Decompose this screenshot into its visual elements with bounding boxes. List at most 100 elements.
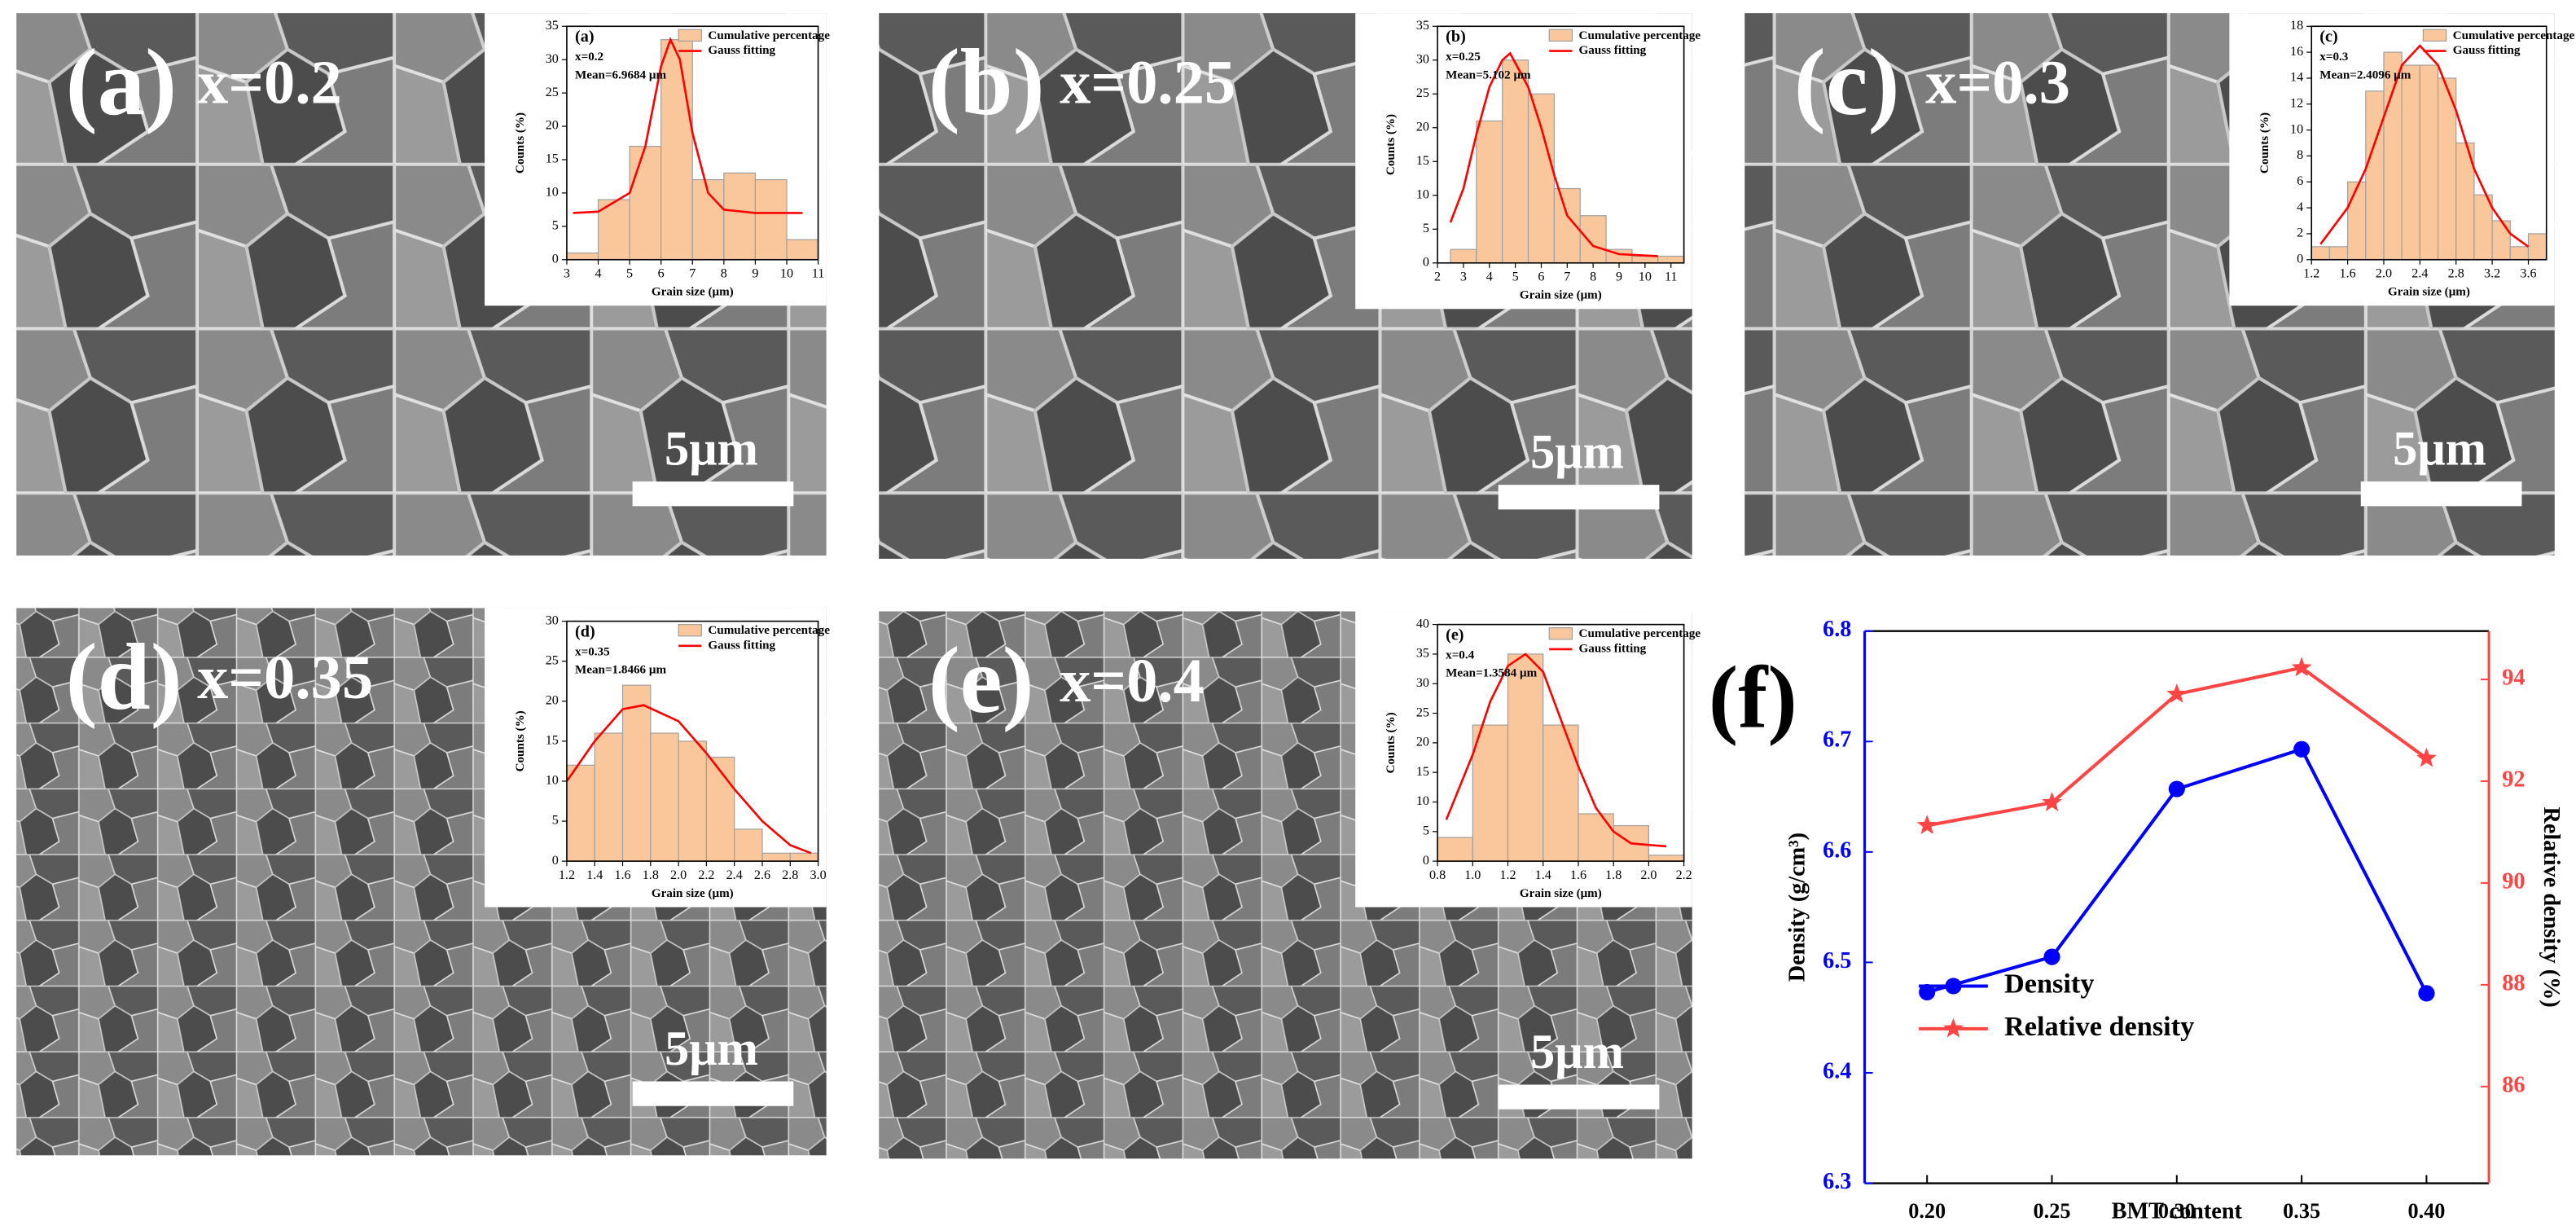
y-tick-label: 35 xyxy=(1416,647,1429,661)
bar xyxy=(2365,90,2385,261)
composition-label: x=0.3 xyxy=(1925,48,2070,117)
y-tick-label: 10 xyxy=(1416,794,1429,808)
composition-label: x=0.35 xyxy=(197,643,373,712)
mean-annotation: Mean=1.8466 μm xyxy=(575,664,666,677)
fit-line xyxy=(1445,653,1667,848)
y-axis-label: Counts (%) xyxy=(2258,112,2271,174)
y-tick-label: 2 xyxy=(2297,226,2303,240)
x-tick-label: 8 xyxy=(1590,270,1596,284)
x-axis-label: Grain size (μm) xyxy=(2388,286,2470,299)
bar xyxy=(1648,855,1685,862)
bar xyxy=(1502,59,1529,264)
axes-frame xyxy=(1437,25,1685,264)
mean-annotation: Mean=1.3584 μm xyxy=(1446,667,1537,680)
y-tick-label: 6.8 xyxy=(1823,617,1851,642)
x-axis-label: Grain size (μm) xyxy=(1520,289,1602,302)
bar xyxy=(1579,215,1607,264)
bar xyxy=(1543,724,1579,862)
inset-title: (c) xyxy=(2319,28,2337,46)
inset-title: (d) xyxy=(575,622,595,640)
x-tick-label: 1.8 xyxy=(1605,868,1622,882)
x-tick-label: 1.6 xyxy=(614,868,630,882)
legend-label: Cumulative percentage xyxy=(708,624,830,637)
scale-bar-label: 5μm xyxy=(1530,1025,1624,1079)
bar xyxy=(789,852,819,862)
legend-label: Cumulative percentage xyxy=(1579,627,1701,640)
x-tick-label: 3.2 xyxy=(2484,267,2500,281)
x-tick-label: 1.2 xyxy=(1499,868,1516,882)
bar xyxy=(2401,64,2420,261)
y-axis-label: Density (g/cm³) xyxy=(1784,833,1810,982)
y-tick-label: 6.7 xyxy=(1823,727,1851,753)
y-tick-label: 6.3 xyxy=(1823,1169,1851,1194)
bar xyxy=(786,239,819,261)
panel-label: (d) xyxy=(66,625,182,730)
x-tick-label: 11 xyxy=(812,267,825,281)
composition-label: x=0.2 xyxy=(197,48,342,117)
x-tick-label: 2.8 xyxy=(782,868,798,882)
inset-title: (b) xyxy=(1446,28,1466,46)
fit-line xyxy=(565,704,812,855)
legend-label: Cumulative percentage xyxy=(708,29,830,42)
x-tick-label: 2.4 xyxy=(726,868,743,882)
bar xyxy=(723,172,757,261)
x-tick-label: 1.2 xyxy=(559,868,575,882)
x-axis-label: Grain size (μm) xyxy=(1520,887,1602,900)
y-axis-label: Counts (%) xyxy=(514,710,527,771)
legend-label: Cumulative percentage xyxy=(2453,29,2575,42)
y-tick-label: 12 xyxy=(2290,96,2303,110)
x-tick-label: 3 xyxy=(564,267,570,281)
bar xyxy=(629,146,662,261)
bar xyxy=(678,740,708,862)
y-tick-label: 15 xyxy=(1416,765,1429,779)
y-tick-label: 6.4 xyxy=(1823,1058,1851,1083)
y2-axis-label: Relative density (%) xyxy=(2539,806,2564,1007)
bar xyxy=(621,684,652,862)
x-tick-label: 5 xyxy=(1512,270,1519,284)
panel-label: (f) xyxy=(1709,648,1797,746)
x-tick-label: 5 xyxy=(626,267,633,281)
legend-label: Gauss fitting xyxy=(1579,44,1647,57)
y-tick-label: 35 xyxy=(546,19,559,33)
y-tick-label: 25 xyxy=(546,653,559,667)
y-tick-label: 10 xyxy=(546,774,559,788)
fit-line xyxy=(1449,51,1658,257)
legend-swatch xyxy=(678,29,702,42)
y-tick-label: 6 xyxy=(2297,174,2303,188)
y-tick-label: 10 xyxy=(546,186,559,200)
bar xyxy=(2383,51,2403,261)
bar xyxy=(2509,246,2530,261)
bar xyxy=(734,828,763,862)
inset-title: (a) xyxy=(575,28,595,46)
y-tick-label: 25 xyxy=(1416,705,1429,719)
legend-label: Gauss fitting xyxy=(708,44,775,57)
mean-annotation: Mean=5.102 μm xyxy=(1446,68,1531,81)
y-tick-label: 6.5 xyxy=(1823,948,1851,973)
y2-tick-label: 90 xyxy=(2502,868,2525,894)
bar xyxy=(2328,246,2349,261)
bar xyxy=(594,732,624,862)
marker xyxy=(1919,983,1936,1001)
bar xyxy=(566,764,595,862)
x-tick-label: 1.6 xyxy=(2340,267,2356,281)
x-tick-label: 10 xyxy=(780,267,793,281)
y-tick-label: 30 xyxy=(546,52,559,66)
scale-bar xyxy=(632,1081,794,1106)
x-tick-label: 9 xyxy=(1616,270,1622,284)
y-tick-label: 0 xyxy=(2297,252,2303,266)
y-tick-label: 5 xyxy=(1423,222,1429,235)
y-axis-label: Counts (%) xyxy=(1385,712,1398,773)
x-tick-label: 4 xyxy=(595,267,601,281)
legend-swatch xyxy=(1548,29,1573,42)
y-tick-label: 6.6 xyxy=(1823,837,1851,863)
marker xyxy=(2291,657,2312,677)
composition-label: x=0.25 xyxy=(1060,48,1235,117)
y-tick-label: 15 xyxy=(1416,154,1429,168)
y-tick-label: 20 xyxy=(546,693,559,707)
inset-subtitle: x=0.3 xyxy=(2319,51,2348,64)
marker xyxy=(1916,815,1937,834)
scale-bar-label: 5μm xyxy=(2393,422,2486,477)
y-tick-label: 5 xyxy=(1423,824,1429,838)
y-axis-label: Counts (%) xyxy=(1385,114,1398,175)
